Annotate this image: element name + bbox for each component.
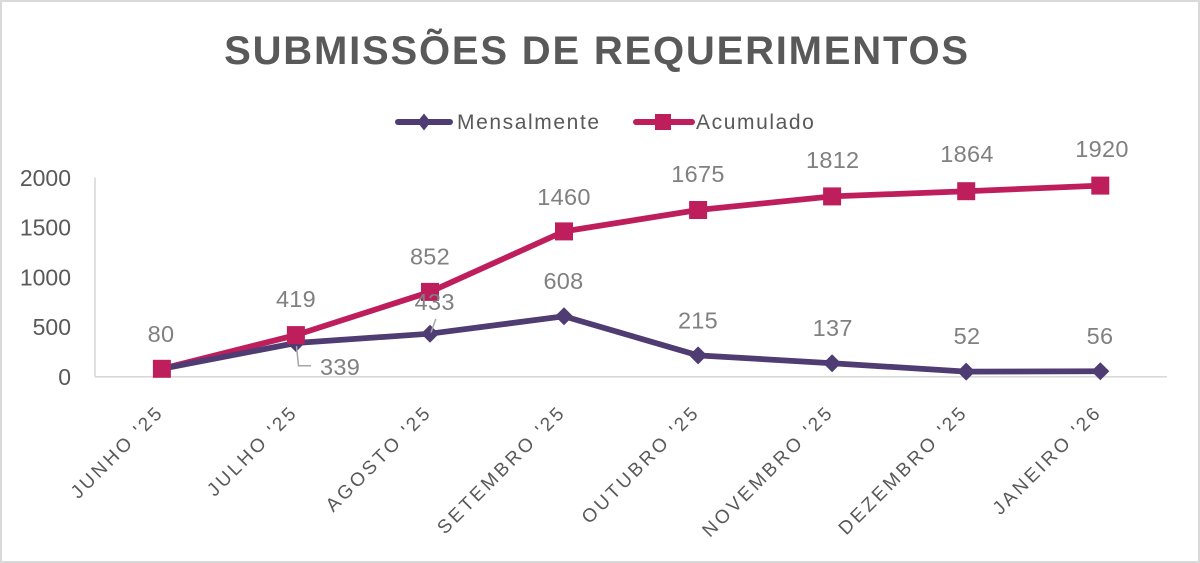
svg-text:1675: 1675 xyxy=(671,161,724,187)
svg-text:Mensalmente: Mensalmente xyxy=(457,111,601,134)
svg-text:1864: 1864 xyxy=(940,141,993,167)
svg-text:2000: 2000 xyxy=(20,165,71,191)
svg-text:56: 56 xyxy=(1087,323,1114,349)
svg-text:215: 215 xyxy=(678,308,718,334)
svg-text:339: 339 xyxy=(320,354,360,380)
svg-text:419: 419 xyxy=(276,286,316,312)
svg-text:608: 608 xyxy=(543,268,583,294)
svg-text:137: 137 xyxy=(813,315,853,341)
svg-text:80: 80 xyxy=(148,321,175,347)
svg-text:52: 52 xyxy=(954,323,981,349)
svg-text:1000: 1000 xyxy=(20,264,71,290)
svg-text:1500: 1500 xyxy=(20,215,71,241)
svg-text:SUBMISSÕES DE REQUERIMENTOS: SUBMISSÕES DE REQUERIMENTOS xyxy=(224,27,970,73)
svg-text:Acumulado: Acumulado xyxy=(696,111,815,134)
svg-text:0: 0 xyxy=(58,364,71,390)
svg-text:1920: 1920 xyxy=(1075,136,1128,162)
svg-text:433: 433 xyxy=(415,289,455,315)
svg-text:1812: 1812 xyxy=(806,147,859,173)
svg-text:500: 500 xyxy=(33,314,71,340)
svg-text:852: 852 xyxy=(410,244,450,270)
svg-text:1460: 1460 xyxy=(537,184,590,210)
